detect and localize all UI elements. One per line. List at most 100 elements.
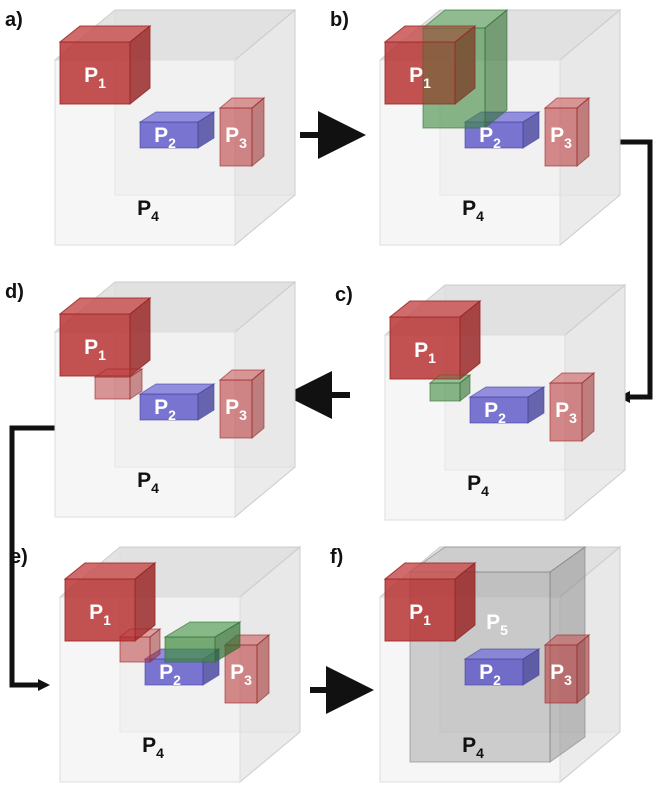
part-label-sub: 2 [493, 135, 501, 151]
part-label-base: P [137, 197, 151, 220]
part-label-base: P [159, 661, 173, 684]
arrow [620, 139, 653, 400]
part-label-base: P [409, 64, 423, 87]
box-side [527, 386, 545, 424]
box-side [576, 96, 590, 168]
part-label-base: P [409, 601, 423, 624]
part-label-sub: 3 [244, 672, 252, 688]
box-front [59, 41, 131, 105]
part-label-sub: 4 [151, 208, 159, 224]
part-label-base: P [225, 396, 239, 419]
part-label: P2 [159, 661, 181, 688]
part-label-sub: 2 [498, 410, 506, 426]
part-label: P3 [225, 124, 247, 151]
part-label-sub: 5 [500, 622, 508, 638]
part-label-base: P [479, 661, 493, 684]
part-label: P4 [467, 472, 489, 499]
part-label-base: P [89, 601, 103, 624]
box-side [459, 373, 471, 403]
part-label-sub: 4 [481, 483, 489, 499]
part-label-sub: 1 [423, 612, 431, 628]
part-label: P1 [414, 339, 436, 366]
part-label-sub: 1 [428, 350, 436, 366]
box-front [549, 382, 583, 442]
part-label: P2 [154, 124, 176, 151]
part-label-base: P [479, 124, 493, 147]
box-side [197, 111, 215, 149]
part-label-sub: 3 [564, 135, 572, 151]
part-label-sub: 2 [168, 407, 176, 423]
part-label: P3 [555, 399, 577, 426]
part-label: P2 [154, 396, 176, 423]
part-label: P4 [462, 734, 484, 761]
part-label-sub: 4 [151, 480, 159, 496]
part-label-sub: 3 [239, 407, 247, 423]
box-front [384, 41, 456, 105]
part-label: P4 [137, 469, 159, 496]
box-side [576, 633, 590, 705]
part-label-base: P [550, 661, 564, 684]
box-side [454, 24, 476, 106]
part-label-base: P [137, 469, 151, 492]
part-label: P1 [84, 336, 106, 363]
part-label-base: P [154, 124, 168, 147]
part-label-base: P [225, 124, 239, 147]
part-label: P4 [462, 197, 484, 224]
part-label: P3 [550, 124, 572, 151]
part-label-base: P [84, 64, 98, 87]
part-label-sub: 1 [98, 347, 106, 363]
box-side [454, 561, 476, 643]
panel-label: a) [5, 9, 23, 31]
box-front [429, 382, 461, 402]
part-label: P4 [137, 197, 159, 224]
part-label-sub: 2 [168, 135, 176, 151]
box-front [224, 644, 258, 704]
box-side [129, 368, 143, 400]
box-side [459, 299, 481, 381]
part-label: P1 [84, 64, 106, 91]
part-label-sub: 4 [156, 745, 164, 761]
part-label-base: P [142, 734, 156, 757]
part-label-sub: 3 [564, 672, 572, 688]
part-label-base: P [486, 611, 500, 634]
part-label: P2 [479, 124, 501, 151]
arrow [9, 425, 55, 688]
part-label-base: P [462, 197, 476, 220]
panel-label: d) [5, 281, 24, 303]
panel-label: e) [10, 546, 28, 568]
box-side [197, 383, 215, 421]
part-label-base: P [414, 339, 428, 362]
box-front [94, 376, 131, 400]
part-label: P1 [89, 601, 111, 628]
part-label-base: P [484, 399, 498, 422]
box-front [544, 107, 578, 167]
part-label-sub: 2 [493, 672, 501, 688]
box-front [219, 107, 253, 167]
part-label-sub: 3 [569, 410, 577, 426]
part-label: P2 [479, 661, 501, 688]
part-label-sub: 2 [173, 672, 181, 688]
part-label-base: P [555, 399, 569, 422]
part-label-sub: 1 [423, 75, 431, 91]
arrow-head [38, 679, 50, 691]
part-label: P2 [484, 399, 506, 426]
box-side [129, 296, 151, 378]
part-label: P1 [409, 64, 431, 91]
box-front [144, 658, 204, 686]
part-label-base: P [467, 472, 481, 495]
part-label-base: P [230, 661, 244, 684]
panel-label: b) [330, 9, 349, 31]
part-label-base: P [154, 396, 168, 419]
box-side [522, 111, 540, 149]
box-side [251, 368, 265, 440]
part-label-sub: 1 [103, 612, 111, 628]
part-label-sub: 3 [239, 135, 247, 151]
box-side [134, 561, 156, 643]
